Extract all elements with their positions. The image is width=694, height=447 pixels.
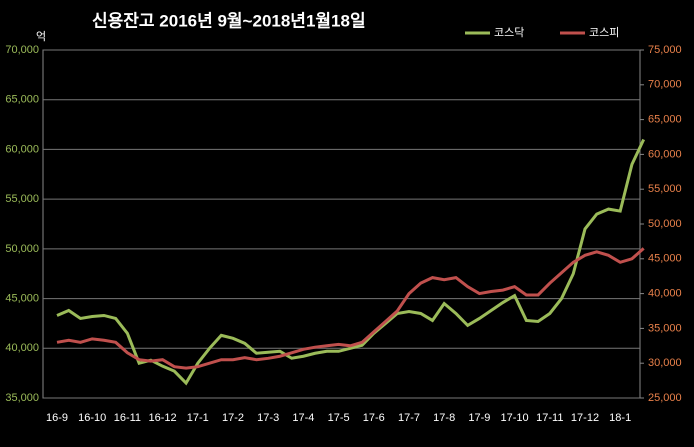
x-tick-label: 17-7 (398, 412, 420, 424)
x-tick-label: 17-1 (187, 412, 209, 424)
y-unit: 억 (36, 30, 46, 43)
x-tick-label: 17-4 (292, 412, 314, 424)
legend-label: 코스닥 (494, 26, 524, 39)
y-tick-label: 65,000 (5, 94, 39, 106)
y2-tick-label: 60,000 (648, 148, 682, 160)
y-tick-label: 60,000 (5, 143, 39, 155)
y2-tick-label: 30,000 (648, 357, 682, 369)
y2-tick-label: 50,000 (648, 218, 682, 230)
x-tick-label: 16-10 (78, 412, 106, 424)
y-tick-label: 45,000 (5, 292, 39, 304)
x-tick-label: 17-8 (433, 412, 455, 424)
x-tick-label: 18-1 (609, 412, 631, 424)
x-tick-label: 16-11 (114, 412, 141, 424)
y2-tick-label: 40,000 (648, 288, 682, 300)
x-tick-label: 16-9 (46, 412, 68, 424)
y2-tick-label: 65,000 (648, 114, 682, 126)
y2-tick-label: 25,000 (648, 392, 682, 404)
legend-label: 코스피 (589, 26, 619, 39)
y-tick-label: 35,000 (5, 392, 39, 404)
y-tick-label: 55,000 (5, 193, 39, 205)
x-tick-label: 17-3 (257, 412, 279, 424)
y-tick-label: 70,000 (5, 44, 39, 56)
y-tick-label: 40,000 (5, 342, 39, 354)
series-line (56, 247, 645, 370)
x-tick-label: 17-11 (536, 412, 563, 424)
chart-title: 신용잔고 2016년 9월~2018년1월18일 (92, 11, 366, 30)
y2-tick-label: 55,000 (648, 183, 682, 195)
y2-tick-label: 75,000 (648, 44, 682, 56)
x-tick-label: 17-10 (501, 412, 529, 424)
x-tick-label: 17-5 (328, 412, 350, 424)
y-tick-label: 50,000 (5, 243, 39, 255)
y2-tick-label: 45,000 (648, 253, 682, 265)
series-line (56, 138, 646, 386)
x-tick-label: 17-9 (468, 412, 490, 424)
x-tick-label: 17-12 (571, 412, 599, 424)
y2-tick-label: 35,000 (648, 322, 682, 334)
y2-tick-label: 70,000 (648, 79, 682, 91)
x-tick-label: 17-6 (363, 412, 385, 424)
x-tick-label: 17-2 (222, 412, 244, 424)
x-tick-label: 16-12 (149, 412, 177, 424)
